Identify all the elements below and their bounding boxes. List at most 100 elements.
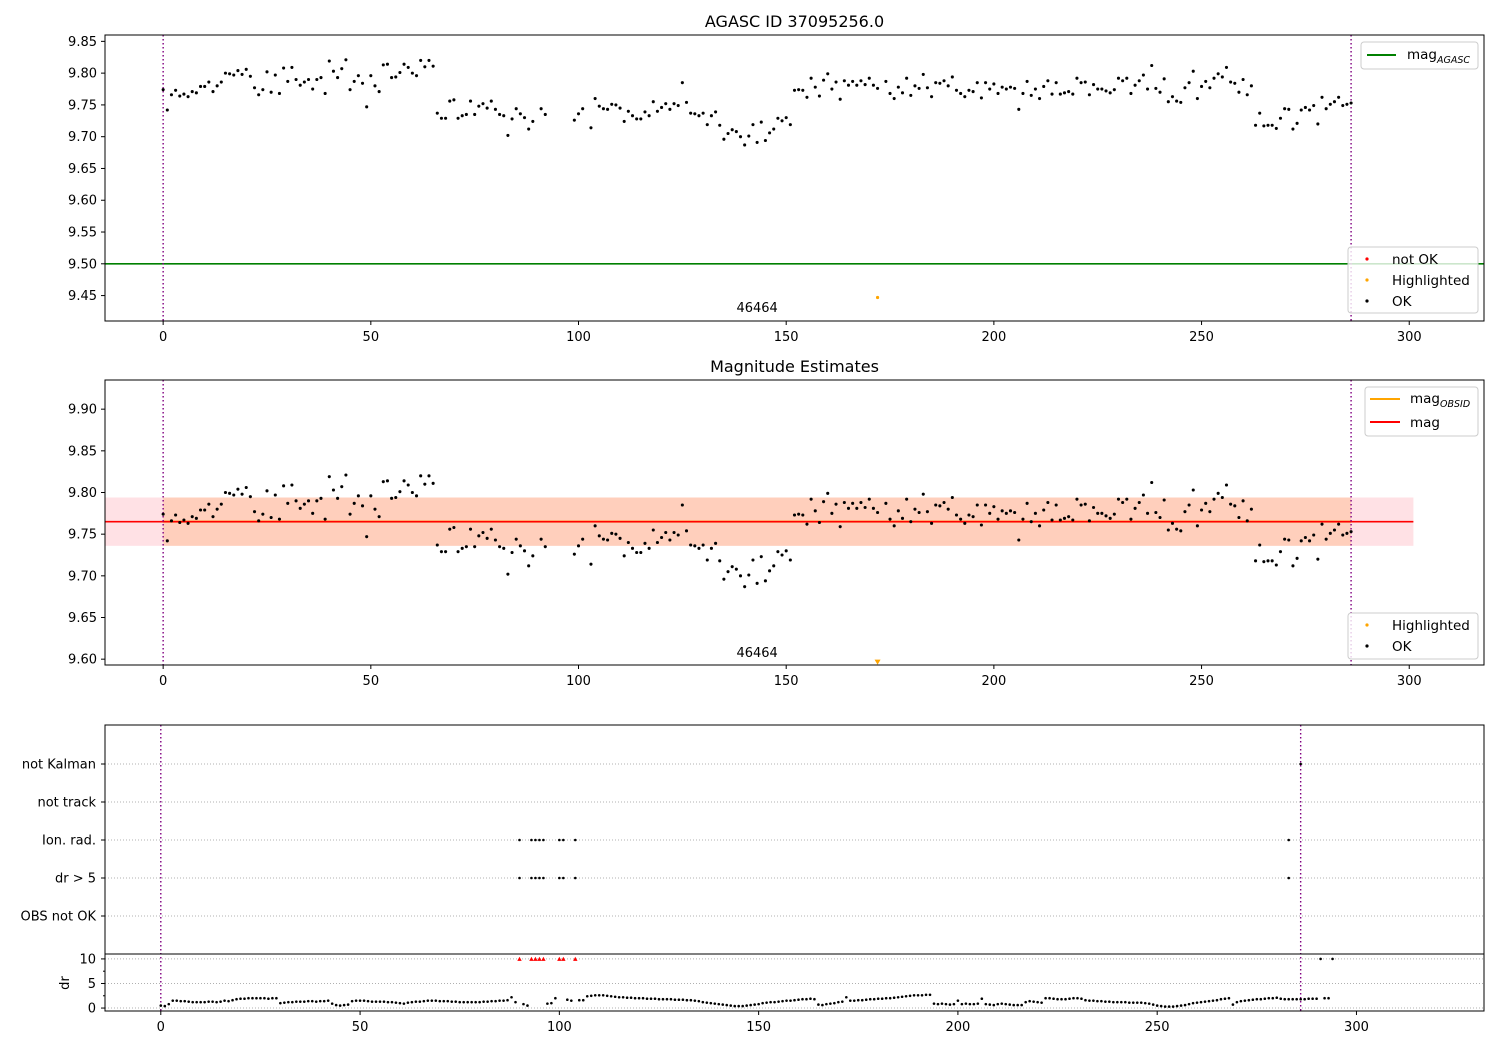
data-point — [905, 76, 909, 80]
data-point — [597, 534, 601, 538]
data-point — [946, 84, 950, 88]
data-point — [539, 107, 543, 111]
data-point — [809, 497, 813, 501]
data-point — [813, 85, 817, 89]
data-point — [244, 485, 248, 490]
data-point — [257, 519, 261, 523]
flag-point — [562, 838, 565, 842]
data-point — [352, 79, 356, 83]
data-point — [464, 112, 468, 116]
data-point — [340, 67, 344, 71]
data-point — [884, 79, 888, 83]
data-point — [348, 88, 352, 92]
legend-box — [1347, 612, 1479, 660]
data-point — [543, 112, 547, 116]
data-point — [792, 513, 797, 517]
data-point — [435, 111, 439, 115]
data-point — [946, 507, 950, 511]
data-point — [261, 512, 265, 516]
data-point — [900, 91, 905, 95]
dr-clipped-point — [573, 956, 578, 961]
data-point — [1121, 79, 1125, 83]
dr-point — [1020, 1003, 1023, 1007]
data-point — [622, 554, 626, 558]
y-tick-label: 9.65 — [68, 162, 97, 177]
dr-point — [1040, 1001, 1043, 1004]
legend-estimates-points: Highlighted OK — [1347, 612, 1479, 660]
dr-point — [1227, 996, 1231, 1000]
data-point — [518, 112, 522, 116]
dr-point — [661, 997, 665, 1001]
data-point — [1046, 500, 1050, 505]
data-point — [1179, 529, 1183, 533]
dr-point — [577, 998, 581, 1002]
data-point — [460, 546, 464, 550]
dr-point — [346, 1003, 350, 1006]
data-point — [178, 94, 182, 98]
data-point — [921, 492, 925, 496]
data-point — [340, 485, 344, 489]
data-point — [198, 84, 203, 89]
data-point — [323, 91, 327, 96]
dr-point — [183, 999, 187, 1003]
data-point — [979, 523, 983, 527]
data-point — [1071, 92, 1075, 96]
dr-point — [709, 1001, 713, 1005]
data-point — [1121, 500, 1125, 505]
data-point — [755, 581, 759, 585]
dr-point — [1263, 997, 1267, 1001]
dr-point — [1139, 1001, 1143, 1004]
data-point — [406, 483, 410, 487]
data-point — [680, 81, 684, 85]
x-tick-label: 50 — [352, 1020, 369, 1035]
data-point — [277, 91, 282, 96]
data-point — [1200, 508, 1204, 512]
dr-point — [996, 1002, 1000, 1006]
dr-point — [928, 993, 932, 997]
data-point — [900, 516, 905, 520]
data-point — [223, 71, 228, 75]
data-point — [282, 66, 286, 70]
data-point — [269, 90, 273, 94]
dr-point — [817, 1003, 820, 1006]
dr-point — [466, 1000, 469, 1004]
dr-point — [757, 1002, 760, 1006]
dr-point — [912, 993, 916, 997]
data-point — [871, 506, 875, 510]
dr-point — [1068, 997, 1071, 1001]
panel-agasc-frame — [104, 34, 1485, 322]
data-point — [1299, 108, 1303, 112]
dr-point — [1008, 1003, 1012, 1006]
dr-clipped-point — [541, 956, 546, 961]
dr-point — [318, 999, 322, 1003]
data-point — [327, 59, 331, 63]
data-point — [726, 131, 730, 136]
data-point — [822, 78, 826, 82]
dr-point — [279, 1001, 282, 1005]
data-point — [589, 126, 593, 130]
data-point — [805, 95, 809, 99]
data-point — [1092, 83, 1096, 87]
dr-point — [880, 997, 884, 1001]
data-point — [1008, 85, 1013, 89]
data-point — [1104, 514, 1108, 518]
data-point — [1175, 99, 1179, 103]
data-point — [298, 506, 302, 510]
dr-point — [239, 997, 242, 1001]
flag-point — [542, 876, 545, 880]
dr-point — [1179, 1004, 1183, 1007]
data-point — [988, 87, 992, 91]
dr-point — [271, 996, 274, 1000]
dr-clipped-point — [557, 956, 562, 961]
data-point — [365, 535, 369, 539]
dr-point — [442, 999, 446, 1003]
data-point — [743, 585, 747, 589]
dr-point — [649, 997, 653, 1001]
data-point — [846, 83, 851, 87]
dr-point — [1271, 996, 1275, 1000]
data-point — [693, 112, 697, 116]
flag-point — [538, 876, 541, 880]
data-point — [207, 502, 211, 506]
data-point — [693, 544, 697, 548]
legend-ok-marker — [1365, 644, 1369, 648]
